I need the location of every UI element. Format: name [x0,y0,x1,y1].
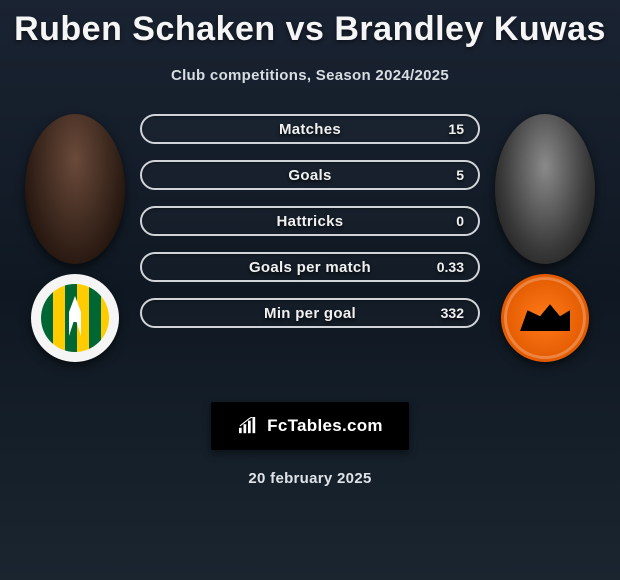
player-right-avatar [495,114,595,264]
page-title: Ruben Schaken vs Brandley Kuwas [14,10,606,49]
stat-label: Min per goal [264,305,356,322]
stat-bar: Matches 15 [140,114,480,144]
player-left-club-logo [31,274,119,362]
chart-icon [237,417,259,435]
date-label: 20 february 2025 [248,470,371,487]
left-column [20,114,130,362]
right-column [490,114,600,362]
player-right-club-logo [501,274,589,362]
stat-label: Matches [279,121,341,138]
stat-label: Goals [288,167,331,184]
main-row: Matches 15 Goals 5 Hattricks 0 Goals per… [0,114,620,362]
stat-value: 5 [456,167,464,183]
stat-value: 15 [448,121,464,137]
stat-bar: Goals per match 0.33 [140,252,480,282]
subtitle: Club competitions, Season 2024/2025 [171,67,449,84]
stat-bar: Hattricks 0 [140,206,480,236]
stat-bar: Min per goal 332 [140,298,480,328]
stat-value: 0 [456,213,464,229]
container: Ruben Schaken vs Brandley Kuwas Club com… [0,0,620,580]
stat-bar: Goals 5 [140,160,480,190]
stat-value: 332 [441,305,464,321]
attribution-text: FcTables.com [267,416,383,436]
stat-bars: Matches 15 Goals 5 Hattricks 0 Goals per… [140,114,480,328]
stat-label: Goals per match [249,259,371,276]
stat-label: Hattricks [277,213,344,230]
stat-value: 0.33 [437,259,464,275]
attribution-badge: FcTables.com [211,402,409,450]
player-left-avatar [25,114,125,264]
